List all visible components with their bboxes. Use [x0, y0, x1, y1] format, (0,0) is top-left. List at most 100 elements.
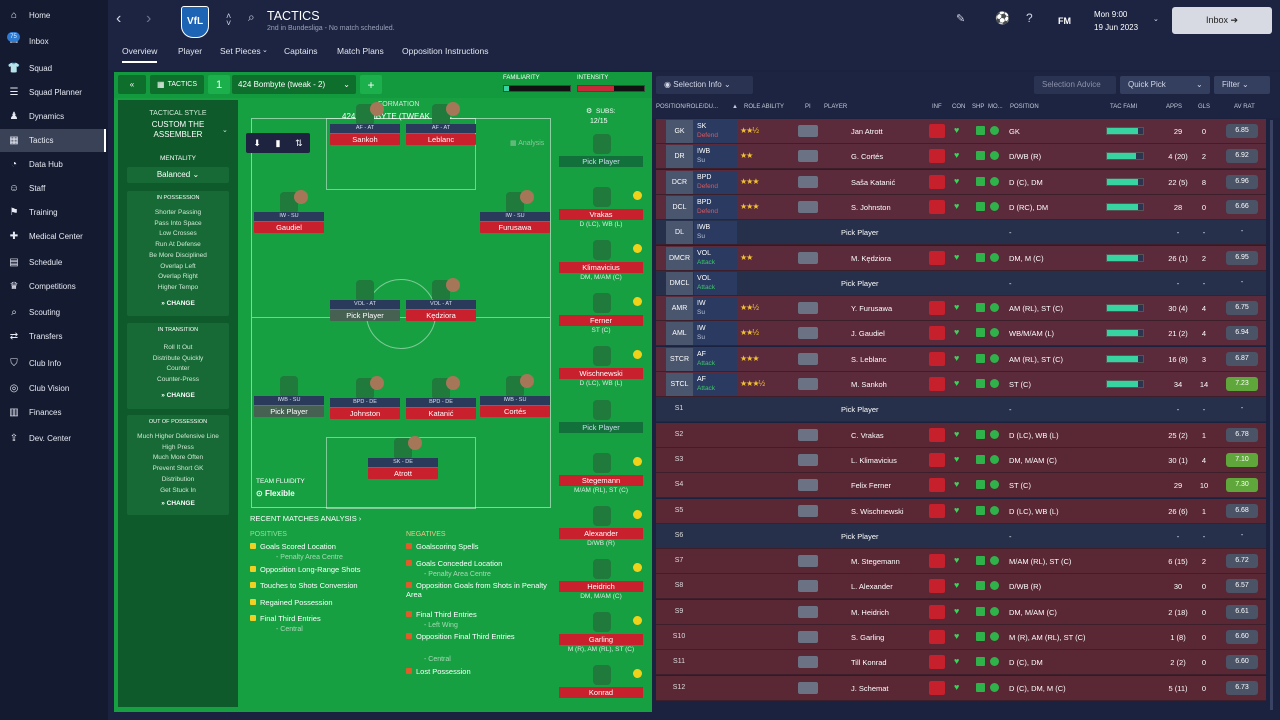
tactical-style-value[interactable]: CUSTOM THE ASSEMBLER	[151, 120, 205, 139]
pitch-player-slot[interactable]: VOL - AT Kędziora	[406, 278, 496, 321]
sub-slot[interactable]: Stegemann M/AM (RL), ST (C)	[559, 453, 643, 503]
sub-slot[interactable]: Garling M (R), AM (RL), ST (C)	[559, 612, 643, 662]
help-icon[interactable]: ?	[1026, 11, 1033, 25]
sidebar-item-competitions[interactable]: ♛ Competitions	[0, 275, 106, 298]
pitch-player-slot[interactable]: IW - SU Furusawa	[480, 190, 570, 233]
table-row[interactable]: S3 L. Klimavicius ♥ DM, M/AM (C) 30 (1) 4 7.10	[656, 447, 1266, 473]
sidebar-item-training[interactable]: ⚑ Training	[0, 201, 106, 224]
sub-name[interactable]: Pick Player	[559, 422, 643, 433]
table-row[interactable]: S10 S. Garling ♥ M (R), AM (RL), ST (C) 1 (8…	[656, 625, 1266, 650]
player-name[interactable]: S. Garling	[851, 633, 885, 642]
player-name[interactable]: Jan Atrott	[851, 127, 883, 136]
zoom-icon[interactable]: ⌕	[248, 10, 255, 24]
nav-chevrons-icon[interactable]: ˄ ˅	[226, 11, 232, 28]
pick-player[interactable]: Pick Player	[841, 531, 879, 541]
analysis-title[interactable]: RECENT MATCHES ANALYSIS ›	[250, 514, 362, 523]
out-possession-change-button[interactable]: » CHANGE	[161, 500, 195, 507]
sidebar-item-transfers[interactable]: ⇄ Transfers	[0, 325, 106, 348]
tab-captains[interactable]: Captains	[284, 46, 318, 56]
style-chevron-icon[interactable]: ⌄	[222, 127, 228, 134]
tab-player[interactable]: Player	[178, 46, 203, 56]
col-shp[interactable]: SHP	[972, 104, 985, 110]
col-role-ability[interactable]: ROLE ABILITY	[744, 104, 785, 110]
player-name[interactable]: Kędziora	[406, 310, 476, 321]
player-name[interactable]: S. Leblanc	[851, 354, 887, 364]
player-name[interactable]: Till Konrad	[851, 658, 887, 668]
col-pi[interactable]: PI	[805, 104, 811, 110]
sidebar-item-medical-center[interactable]: ✚ Medical Center	[0, 225, 106, 248]
selection-advice-button[interactable]: Selection Advice	[1034, 76, 1116, 94]
player-name[interactable]: M. Kędziora	[851, 253, 892, 263]
pick-player[interactable]: Pick Player	[841, 278, 879, 288]
sidebar-item-squad[interactable]: 👕 Squad	[0, 57, 106, 80]
table-row[interactable]: S7 M. Stegemann ♥ M/AM (RL), ST (C) 6 (15) 2 6…	[656, 549, 1266, 575]
col-gls[interactable]: GLS	[1198, 104, 1211, 110]
pitch-player-slot[interactable]: IWB - SU Cortés	[480, 374, 570, 417]
set-pieces-chevron-icon[interactable]: ⌄	[262, 47, 268, 54]
sub-slot[interactable]: Konrad	[559, 665, 643, 715]
role-select[interactable]: BPD Defend	[694, 170, 737, 194]
pitch-player-slot[interactable]: IW - SU Gaudiel	[254, 190, 344, 233]
player-name[interactable]: L. Klimavicius	[851, 455, 897, 465]
ball-icon[interactable]: ⚽	[995, 11, 1010, 25]
sliders-icon[interactable]: ⇅	[295, 137, 303, 148]
col-position[interactable]: POSITION	[1010, 104, 1039, 110]
sidebar-item-dev-center[interactable]: ⇪ Dev. Center	[0, 427, 106, 450]
table-row[interactable]: DMCR VOL Attack ★★ M. Kędziora ♥ DM, M (C) 26 (…	[656, 245, 1266, 271]
tab-match-plans[interactable]: Match Plans	[337, 46, 384, 56]
sub-slot[interactable]: Wischnewski D (LC), WB (L)	[559, 346, 643, 396]
table-row[interactable]: STCL AF Attack ★★★½ M. Sankoh ♥ ST (C) 34 14 7.23	[656, 372, 1266, 397]
role-select[interactable]: VOL Attack	[694, 246, 737, 270]
player-name[interactable]: Gaudiel	[254, 222, 324, 233]
stats-icon[interactable]: ▮	[275, 137, 281, 148]
analysis-link[interactable]: ▦ Analysis	[510, 140, 545, 147]
date-chevron-icon[interactable]: ⌄	[1153, 16, 1159, 23]
sidebar-item-data-hub[interactable]: ◔ Data Hub	[0, 153, 106, 176]
add-tactic-button[interactable]: +	[360, 75, 382, 94]
player-name[interactable]: J. Gaudiel	[851, 329, 885, 339]
player-name[interactable]: M. Stegemann	[851, 557, 900, 567]
table-row[interactable]: DL IWB Su Pick Player - - - -	[656, 220, 1266, 246]
table-row[interactable]: AMR IW Su ★★½ Y. Furusawa ♥ AM (RL), ST (C) 30 …	[656, 296, 1266, 322]
col-inf[interactable]: INF	[932, 104, 942, 110]
quick-pick-button[interactable]: Quick Pick ⌄	[1120, 76, 1210, 94]
sidebar-item-tactics[interactable]: ▦ Tactics	[0, 129, 106, 152]
table-row[interactable]: S5 S. Wischnewski ♥ D (LC), WB (L) 26 (6) 1 6.…	[656, 498, 1266, 524]
edit-icon[interactable]: ✎	[956, 13, 966, 25]
table-row[interactable]: S8 L. Alexander ♥ D/WB (R) 30 0 6.57	[656, 574, 1266, 600]
player-name[interactable]: J. Schemat	[851, 683, 889, 693]
pitch-player-slot[interactable]: IWB - SU Pick Player	[254, 374, 344, 417]
sidebar-item-staff[interactable]: ☺ Staff	[0, 177, 106, 200]
col-morale[interactable]: MO...	[988, 104, 1003, 110]
sub-slot[interactable]: Ferner ST (C)	[559, 293, 643, 343]
pitch-player-slot[interactable]: AF - AT Sankoh	[330, 102, 420, 145]
table-row[interactable]: STCR AF Attack ★★★ S. Leblanc ♥ AM (RL), ST (C…	[656, 346, 1266, 372]
player-name[interactable]: Johnston	[330, 408, 400, 419]
pitch-player-slot[interactable]: VOL - AT Pick Player	[330, 278, 420, 321]
sub-name[interactable]: Stegemann	[559, 475, 643, 486]
table-row[interactable]: DCR BPD Defend ★★★ Saša Katanić ♥ D (C), DM 22 …	[656, 169, 1266, 195]
table-row[interactable]: AML IW Su ★★½ J. Gaudiel ♥ WB/M/AM (L) 21 (2) 4 6…	[656, 321, 1266, 347]
player-name[interactable]: Y. Furusawa	[851, 304, 893, 314]
sidebar-item-finances[interactable]: ▥ Finances	[0, 401, 106, 424]
sub-slot[interactable]: Alexander D/WB (R)	[559, 506, 643, 556]
sub-name[interactable]: Ferner	[559, 315, 643, 326]
sub-name[interactable]: Pick Player	[559, 156, 643, 167]
player-name[interactable]: M. Sankoh	[851, 380, 887, 389]
role-select[interactable]: BPD Defend	[694, 195, 737, 219]
fm-label[interactable]: FM	[1058, 16, 1071, 26]
sub-slot[interactable]: Heidrich DM, M/AM (C)	[559, 559, 643, 609]
sub-name[interactable]: Garling	[559, 634, 643, 645]
player-name[interactable]: L. Alexander	[851, 582, 893, 592]
role-select[interactable]: IW Su	[694, 322, 737, 346]
sub-name[interactable]: Konrad	[559, 687, 643, 698]
table-scrollbar[interactable]	[1270, 120, 1273, 710]
player-name[interactable]: Atrott	[368, 468, 438, 479]
sub-name[interactable]: Wischnewski	[559, 368, 643, 379]
col-position-role[interactable]: POSITION/ROLE/DU...	[656, 104, 719, 110]
sidebar-item-dynamics[interactable]: ♟ Dynamics	[0, 105, 106, 128]
sub-slot[interactable]: Klimavicius DM, M/AM (C)	[559, 240, 643, 290]
tactic-name[interactable]: 424 Bombyte (tweak - 2) ⌄	[232, 75, 356, 94]
pitch-player-slot[interactable]: BPD - DE Katanić	[406, 376, 496, 419]
sub-slot[interactable]: Pick Player	[559, 400, 643, 450]
